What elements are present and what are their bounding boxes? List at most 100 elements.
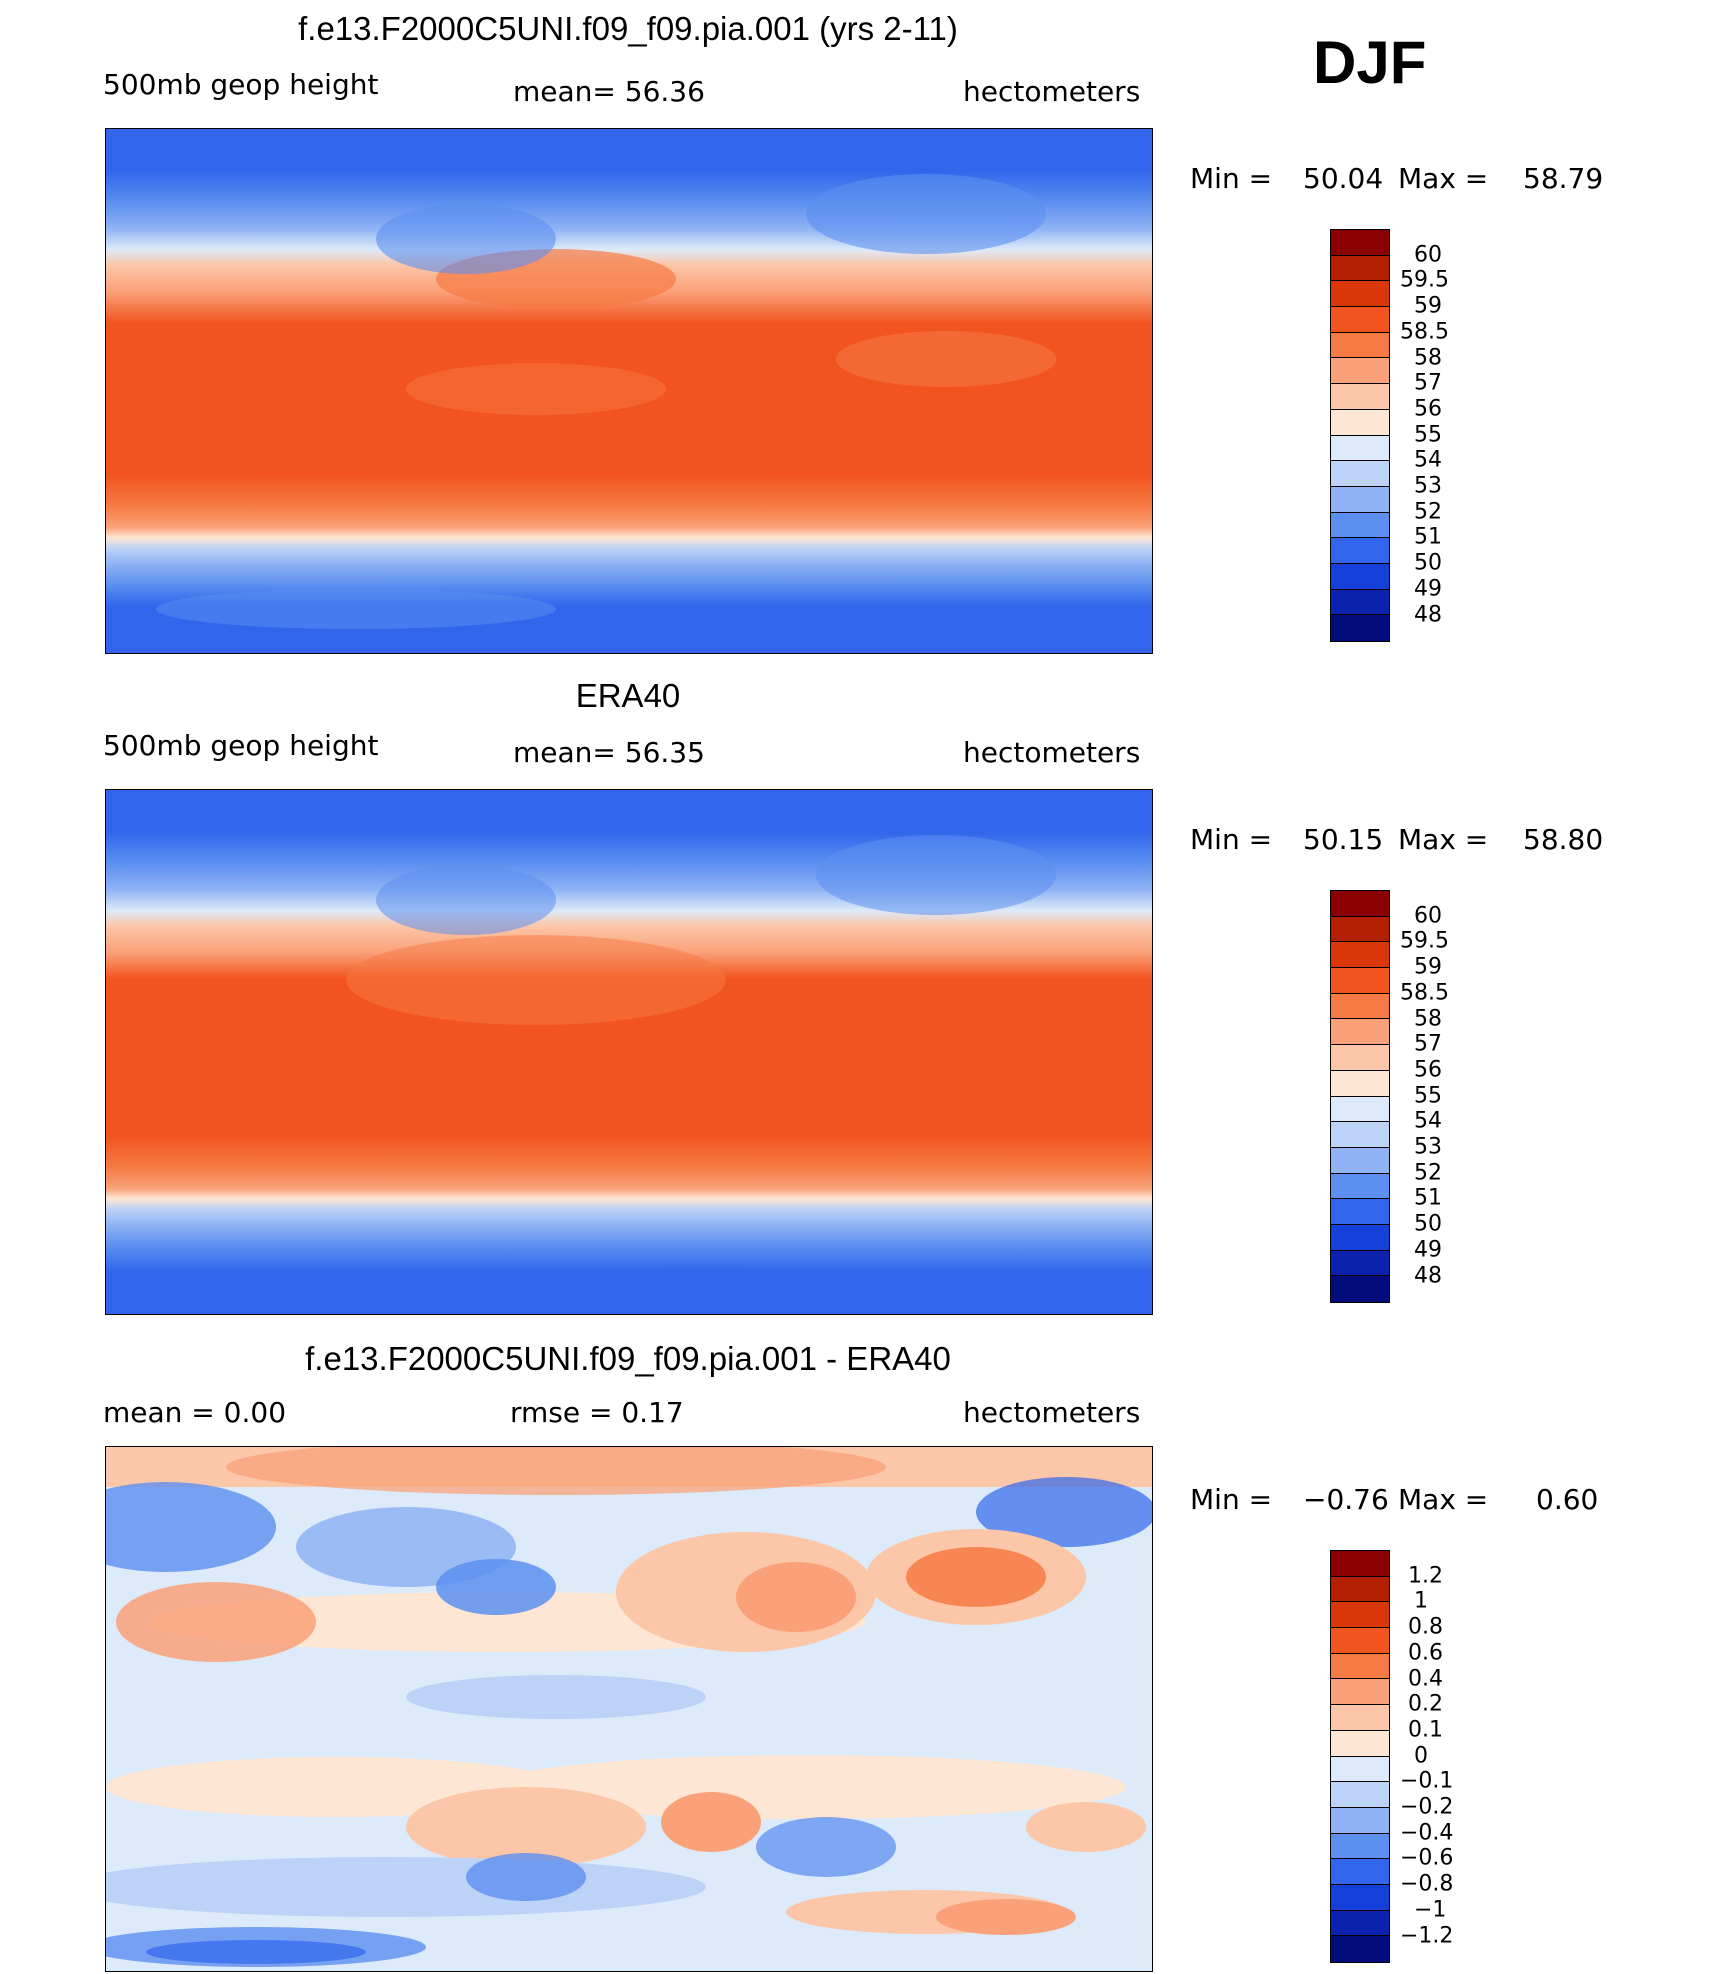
min-value: 50.04: [1303, 162, 1384, 195]
colorbar-level-label: 0.4: [1408, 1666, 1443, 1691]
colorbar-swatch: [1331, 1070, 1389, 1097]
colorbar-level-label: 52: [1414, 499, 1442, 525]
colorbar-level-label: 50: [1414, 550, 1442, 576]
colorbar-swatch: [1331, 1859, 1389, 1885]
map-diff: [105, 1446, 1153, 1972]
colorbar-swatch: [1331, 1224, 1389, 1251]
colorbar-level-label: 55: [1414, 422, 1442, 448]
mean-label: mean= 56.35: [513, 736, 705, 769]
colorbar-level-label: −1.2: [1400, 1923, 1454, 1948]
colorbar: [1330, 229, 1390, 642]
colorbar-level-label: 59: [1414, 293, 1442, 319]
colorbar-swatch: [1331, 1833, 1389, 1860]
colorbar-swatch: [1331, 409, 1389, 436]
colorbar-swatch: [1331, 1173, 1389, 1200]
colorbar-swatch: [1331, 968, 1389, 994]
contour-field: [106, 1447, 1152, 1971]
min-value: −0.76: [1303, 1483, 1389, 1516]
colorbar-swatch: [1331, 1199, 1389, 1225]
colorbar-swatch: [1331, 993, 1389, 1020]
colorbar-swatch: [1331, 486, 1389, 513]
colorbar-swatch: [1331, 1602, 1389, 1629]
colorbar-level-label: 0: [1414, 1743, 1428, 1769]
colorbar-swatch: [1331, 1096, 1389, 1123]
min-label: Min =: [1190, 823, 1273, 856]
colorbar-swatch: [1331, 1782, 1389, 1808]
panel-title: ERA40: [575, 677, 681, 714]
rmse-label: rmse = 0.17: [510, 1396, 684, 1429]
colorbar-level-label: 59.5: [1400, 928, 1449, 954]
colorbar-level-label: 49: [1414, 576, 1442, 602]
colorbar-level-label: 0.8: [1408, 1614, 1443, 1640]
max-label: Max =: [1398, 162, 1489, 195]
colorbar-level-label: −0.2: [1400, 1794, 1454, 1820]
colorbar-level-label: 59: [1414, 954, 1442, 980]
colorbar-swatch: [1331, 307, 1389, 333]
colorbar-swatch: [1331, 1122, 1389, 1148]
colorbar-level-label: 60: [1414, 242, 1442, 268]
colorbar-swatch: [1331, 1910, 1389, 1937]
colorbar-swatch: [1331, 1045, 1389, 1071]
colorbar-swatch: [1331, 615, 1389, 641]
units-label: hectometers: [963, 1396, 1141, 1429]
colorbar-level-label: 58.5: [1400, 319, 1449, 345]
mean-label: mean= 56.36: [513, 75, 705, 108]
colorbar-swatch: [1331, 1551, 1389, 1577]
colorbar-level-label: 0.2: [1408, 1691, 1443, 1717]
mean-label: mean = 0.00: [103, 1396, 287, 1429]
variable-label: 500mb geop height: [103, 729, 379, 762]
colorbar-swatch: [1331, 1705, 1389, 1731]
colorbar-level-label: −1: [1414, 1897, 1447, 1923]
colorbar-level-label: 60: [1414, 903, 1442, 929]
colorbar-level-label: 57: [1414, 1031, 1442, 1057]
colorbar-swatch: [1331, 1576, 1389, 1603]
colorbar-level-label: 57: [1414, 370, 1442, 396]
max-value: 58.80: [1523, 823, 1604, 856]
colorbar-swatch: [1331, 1807, 1389, 1834]
colorbar-swatch: [1331, 1019, 1389, 1046]
colorbar-swatch: [1331, 916, 1389, 943]
contour-field: [106, 790, 1152, 1314]
colorbar-swatch: [1331, 891, 1389, 917]
colorbar-level-label: 58: [1414, 345, 1442, 370]
min-label: Min =: [1190, 1483, 1273, 1516]
colorbar-swatch: [1331, 1679, 1389, 1706]
colorbar-swatch: [1331, 332, 1389, 359]
colorbar-swatch: [1331, 255, 1389, 282]
colorbar-level-label: 56: [1414, 396, 1442, 422]
colorbar-level-label: −0.8: [1400, 1871, 1454, 1897]
colorbar-level-label: 59.5: [1400, 267, 1449, 293]
colorbar-swatch: [1331, 1884, 1389, 1911]
colorbar-level-label: −0.6: [1400, 1845, 1454, 1871]
colorbar-level-label: 51: [1414, 524, 1442, 550]
colorbar-level-label: 58: [1414, 1006, 1442, 1031]
colorbar-level-label: 0.1: [1408, 1717, 1443, 1743]
colorbar-level-label: 53: [1414, 1134, 1442, 1160]
colorbar-level-label: 1.2: [1408, 1563, 1443, 1589]
colorbar-swatch: [1331, 435, 1389, 462]
map-model: [105, 128, 1153, 654]
colorbar-level-label: 58.5: [1400, 980, 1449, 1006]
colorbar-level-label: 48: [1414, 1263, 1442, 1288]
colorbar-swatch: [1331, 1730, 1389, 1757]
colorbar-swatch: [1331, 1756, 1389, 1783]
min-label: Min =: [1190, 162, 1273, 195]
colorbar-level-label: −0.4: [1400, 1820, 1454, 1846]
max-label: Max =: [1398, 1483, 1489, 1516]
colorbar-level-label: 48: [1414, 602, 1442, 627]
colorbar-swatch: [1331, 281, 1389, 308]
colorbar-swatch: [1331, 1250, 1389, 1277]
colorbar-swatch: [1331, 512, 1389, 539]
units-label: hectometers: [963, 75, 1141, 108]
units-label: hectometers: [963, 736, 1141, 769]
colorbar-level-label: 0.6: [1408, 1640, 1443, 1666]
colorbar-swatch: [1331, 461, 1389, 487]
colorbar-swatch: [1331, 563, 1389, 590]
colorbar-swatch: [1331, 1628, 1389, 1654]
contour-field: [106, 129, 1152, 653]
panel-title: f.e13.F2000C5UNI.f09_f09.pia.001 (yrs 2-…: [298, 10, 958, 47]
colorbar-swatch: [1331, 1147, 1389, 1174]
variable-label: 500mb geop height: [103, 68, 379, 101]
colorbar-level-label: 53: [1414, 473, 1442, 499]
colorbar-swatch: [1331, 1936, 1389, 1962]
